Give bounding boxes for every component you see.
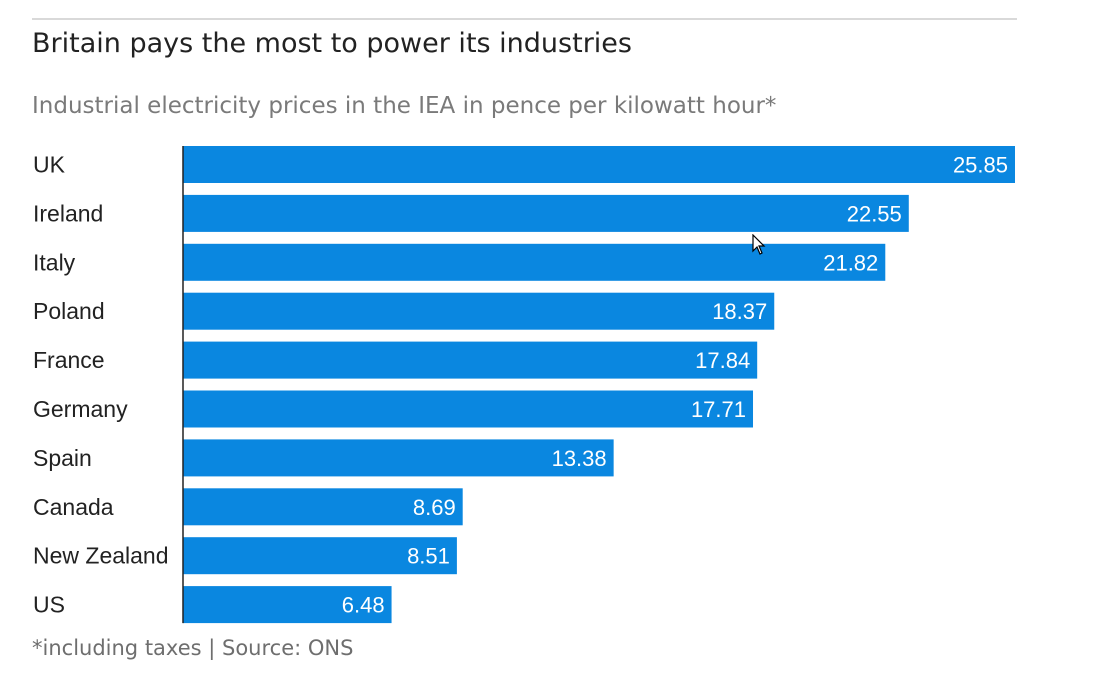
- value-label: 25.85: [953, 153, 1008, 178]
- value-label: 22.55: [847, 201, 902, 226]
- category-label: Germany: [33, 396, 128, 422]
- chart-subtitle: Industrial electricity prices in the IEA…: [32, 93, 777, 119]
- category-label: Italy: [33, 249, 76, 275]
- top-rule: [32, 18, 1017, 20]
- category-label: Canada: [33, 494, 114, 520]
- value-label: 17.84: [695, 348, 750, 373]
- value-label: 21.82: [823, 250, 878, 275]
- chart-footnote: *including taxes | Source: ONS: [32, 636, 354, 660]
- value-label: 17.71: [691, 397, 746, 422]
- bar-germany: [183, 390, 754, 428]
- bar-us: [183, 586, 392, 624]
- category-label: Spain: [33, 445, 92, 471]
- category-label: US: [33, 592, 65, 618]
- value-label: 8.51: [407, 544, 450, 569]
- chart-title: Britain pays the most to power its indus…: [32, 28, 632, 59]
- mouse-cursor-icon: [752, 234, 766, 255]
- value-label: 13.38: [552, 446, 607, 471]
- value-label: 18.37: [712, 299, 767, 324]
- category-label: France: [33, 347, 105, 373]
- bar-france: [183, 341, 758, 379]
- bar-new-zealand: [183, 537, 457, 575]
- value-label: 8.69: [413, 495, 456, 520]
- bar-spain: [183, 439, 614, 477]
- category-label: Poland: [33, 298, 105, 324]
- bar-poland: [183, 292, 775, 330]
- category-label: Ireland: [33, 200, 103, 226]
- category-label: New Zealand: [33, 543, 169, 569]
- category-label: UK: [33, 152, 66, 178]
- bar-uk: [183, 146, 1015, 183]
- bar-canada: [183, 488, 463, 526]
- value-label: 6.48: [342, 593, 385, 618]
- bar-ireland: [183, 194, 909, 232]
- bar-italy: [183, 243, 886, 281]
